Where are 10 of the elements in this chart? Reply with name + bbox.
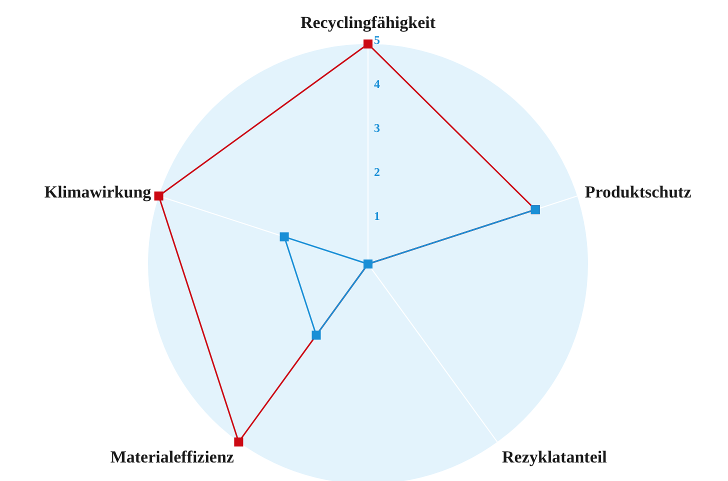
y-tick-label: 3 <box>374 121 380 135</box>
spoke-label: Materialeffizienz <box>110 447 234 466</box>
spoke-label: Produktschutz <box>584 182 692 202</box>
spoke-label: Rezyklatanteil <box>502 447 608 466</box>
y-tick-label: 5 <box>374 33 380 47</box>
y-tick-label: 1 <box>374 209 380 223</box>
y-tick-label: 4 <box>374 77 380 91</box>
y-tick-label: 2 <box>374 165 380 179</box>
spoke-label: Klimawirkung <box>44 182 152 202</box>
spoke-label: Recyclingfähigkeit <box>300 13 436 32</box>
